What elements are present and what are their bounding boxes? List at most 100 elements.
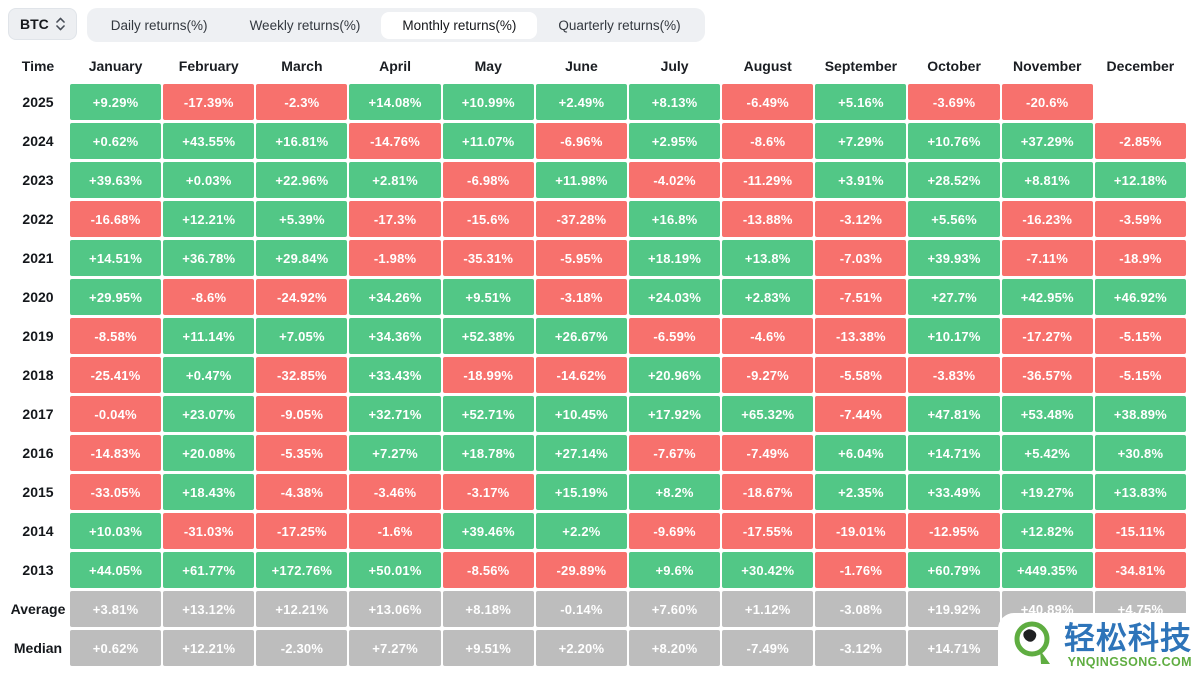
- row-label: 2013: [22, 562, 54, 578]
- asset-selector[interactable]: BTC: [8, 8, 77, 40]
- return-cell: +8.2%: [628, 474, 721, 510]
- return-cell: +44.05%: [70, 552, 162, 588]
- row-label: Median: [13, 640, 63, 656]
- return-cell: +5.42%: [1001, 435, 1093, 471]
- return-cell: -5.58%: [815, 357, 907, 393]
- return-cell: +2.81%: [349, 162, 441, 198]
- return-cell: -8.6%: [722, 123, 814, 159]
- return-cell: -9.05%: [256, 396, 348, 432]
- return-cell: -4.6%: [722, 318, 814, 354]
- row-label: 2017: [22, 406, 54, 422]
- return-cell: +30.42%: [722, 552, 814, 588]
- table-row-2024: 2024 +0.62% +43.55% +16.81% -14.76% +11.07% -6…: [8, 123, 1186, 159]
- tab-weekly-returns[interactable]: Weekly returns(%): [249, 17, 361, 33]
- row-label: 2024: [22, 133, 54, 149]
- return-cell: -9.27%: [722, 357, 814, 393]
- return-cell: +7.05%: [256, 318, 348, 354]
- return-cell: -37.28%: [535, 201, 627, 237]
- return-cell: +16.8%: [628, 201, 721, 237]
- return-cell: -17.3%: [349, 201, 441, 237]
- row-label: 2019: [22, 328, 54, 344]
- return-cell: -5.15%: [1094, 318, 1186, 354]
- return-cell: +60.79%: [908, 552, 1000, 588]
- row-label: 2018: [22, 367, 54, 383]
- return-cell: +12.21%: [163, 201, 255, 237]
- return-cell: -7.67%: [628, 435, 721, 471]
- return-cell: +3.81%: [70, 591, 162, 627]
- return-cell: +10.76%: [908, 123, 1000, 159]
- return-cell: +2.49%: [535, 84, 627, 120]
- table-row-2019: 2019 -8.58% +11.14% +7.05% +34.36% +52.38% +26…: [8, 318, 1186, 354]
- return-cell: +65.32%: [722, 396, 814, 432]
- return-cell: -7.03%: [815, 240, 907, 276]
- table-row-average: Average +3.81% +13.12% +12.21% +13.06% +8.18%…: [8, 591, 1186, 627]
- return-cell: -9.69%: [628, 513, 721, 549]
- return-cell: -32.85%: [256, 357, 348, 393]
- return-cell: +12.21%: [163, 630, 255, 666]
- column-header-september: September: [824, 58, 898, 74]
- return-cell: +10.03%: [70, 513, 162, 549]
- monthly-returns-table: Time January February March April May June Jul…: [8, 50, 1186, 669]
- table-row-2013: 2013 +44.05% +61.77% +172.76% +50.01% -8.56% -…: [8, 552, 1186, 588]
- return-cell: +16.81%: [256, 123, 348, 159]
- return-cell: +6.04%: [815, 435, 907, 471]
- return-cell: +20.08%: [163, 435, 255, 471]
- return-cell: +33.43%: [349, 357, 441, 393]
- column-header-july: July: [660, 58, 689, 74]
- return-cell: +28.52%: [908, 162, 1000, 198]
- return-cell: -7.49%: [722, 630, 814, 666]
- table-row-2023: 2023 +39.63% +0.03% +22.96% +2.81% -6.98% +11.…: [8, 162, 1186, 198]
- magnifier-logo-icon: [1010, 618, 1060, 673]
- row-label: Average: [10, 601, 66, 617]
- return-cell: -35.31%: [442, 240, 534, 276]
- watermark-subtitle: YNQINGSONG.COM: [1067, 654, 1192, 669]
- row-label: 2015: [22, 484, 54, 500]
- tab-daily-returns[interactable]: Daily returns(%): [110, 17, 208, 33]
- return-cell: +12.18%: [1094, 162, 1186, 198]
- table-row-2017: 2017 -0.04% +23.07% -9.05% +32.71% +52.71% +10…: [8, 396, 1186, 432]
- return-cell: +43.55%: [163, 123, 255, 159]
- return-cell: -19.01%: [815, 513, 907, 549]
- tab-quarterly-returns[interactable]: Quarterly returns(%): [558, 17, 681, 33]
- tab-monthly-returns[interactable]: Monthly returns(%): [381, 11, 538, 39]
- sort-arrows-icon: [55, 17, 65, 31]
- return-cell: -17.27%: [1001, 318, 1093, 354]
- return-cell: +53.48%: [1001, 396, 1093, 432]
- return-cell: -12.95%: [908, 513, 1000, 549]
- return-cell: +38.89%: [1094, 396, 1186, 432]
- return-cell: -2.30%: [256, 630, 348, 666]
- return-cell: -17.25%: [256, 513, 348, 549]
- return-cell: -2.3%: [256, 84, 348, 120]
- return-cell: +14.08%: [349, 84, 441, 120]
- return-cell: +47.81%: [908, 396, 1000, 432]
- return-cell: +29.84%: [256, 240, 348, 276]
- time-column-header: Time: [21, 58, 55, 74]
- return-cell: -18.9%: [1094, 240, 1186, 276]
- return-cell: -8.56%: [442, 552, 534, 588]
- return-cell: -5.95%: [535, 240, 627, 276]
- return-cell: -4.38%: [256, 474, 348, 510]
- return-cell: +2.2%: [535, 513, 627, 549]
- return-cell: +13.06%: [349, 591, 441, 627]
- return-cell: +19.92%: [908, 591, 1000, 627]
- return-cell: -3.83%: [908, 357, 1000, 393]
- site-watermark: 轻松科技 YNQINGSONG.COM: [998, 613, 1200, 679]
- return-cell: -1.6%: [349, 513, 441, 549]
- return-cell: +18.43%: [163, 474, 255, 510]
- return-cell: +37.29%: [1001, 123, 1093, 159]
- column-header-august: August: [743, 58, 792, 74]
- return-cell: -34.81%: [1094, 552, 1186, 588]
- return-cell: +61.77%: [163, 552, 255, 588]
- return-cell: -0.14%: [535, 591, 627, 627]
- return-cell: +449.35%: [1001, 552, 1093, 588]
- return-cell: -4.02%: [628, 162, 721, 198]
- return-cell: +39.63%: [70, 162, 162, 198]
- return-cell: +34.36%: [349, 318, 441, 354]
- return-cell: +2.83%: [722, 279, 814, 315]
- return-cell: +42.95%: [1001, 279, 1093, 315]
- return-cell: +5.16%: [815, 84, 907, 120]
- return-cell: +20.96%: [628, 357, 721, 393]
- return-cell: +5.39%: [256, 201, 348, 237]
- return-cell: +15.19%: [535, 474, 627, 510]
- return-cell: +172.76%: [256, 552, 348, 588]
